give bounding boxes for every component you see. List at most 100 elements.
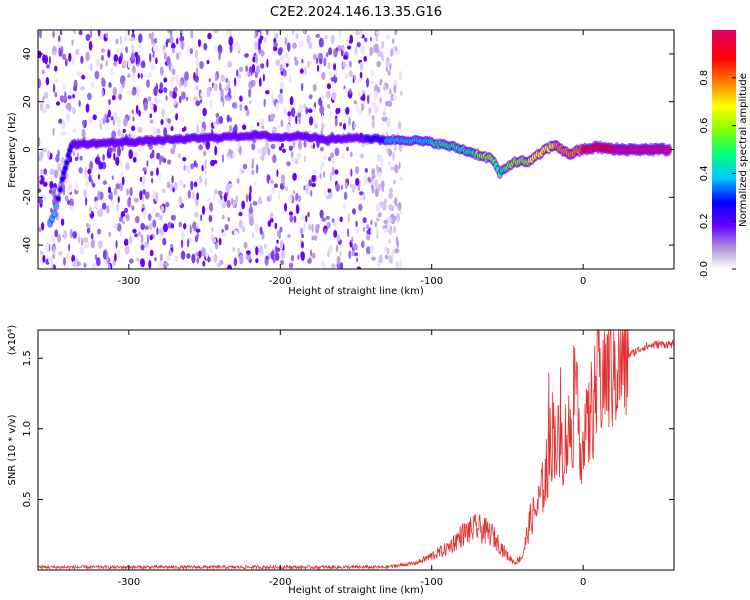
y-tick-label: -20 xyxy=(22,189,33,205)
noise-speckle xyxy=(193,181,198,188)
noise-speckle xyxy=(207,256,211,263)
noise-speckle xyxy=(318,63,321,73)
noise-speckle xyxy=(61,120,66,130)
noise-speckle xyxy=(385,34,391,40)
noise-speckle xyxy=(122,128,126,133)
noise-speckle xyxy=(96,58,101,68)
noise-speckle xyxy=(180,40,185,50)
noise-speckle xyxy=(222,97,225,107)
noise-speckle xyxy=(270,218,274,223)
noise-speckle xyxy=(106,205,110,214)
noise-speckle xyxy=(226,199,231,208)
noise-speckle xyxy=(76,71,81,76)
noise-speckle xyxy=(115,183,121,190)
noise-speckle xyxy=(355,227,360,235)
noise-speckle xyxy=(52,30,55,38)
snr-axes: -300 -200 -100 0 0.5 1.0 1.5 xyxy=(22,330,674,588)
noise-speckle xyxy=(161,188,166,193)
noise-speckle xyxy=(131,205,135,211)
noise-speckle xyxy=(81,120,85,126)
noise-speckle xyxy=(110,68,114,75)
noise-speckle xyxy=(180,115,185,124)
noise-speckle xyxy=(151,177,154,184)
noise-speckle xyxy=(211,237,217,244)
y-tick-label: -40 xyxy=(22,237,33,253)
noise-speckle xyxy=(363,55,368,62)
noise-speckle xyxy=(393,225,397,234)
noise-speckle xyxy=(326,221,331,229)
noise-speckle xyxy=(116,202,119,212)
noise-speckle xyxy=(39,150,44,160)
noise-speckle xyxy=(309,116,314,126)
snr-xlabel: Height of straight line (km) xyxy=(288,585,424,596)
noise-speckle xyxy=(279,81,285,89)
noise-speckle xyxy=(391,249,395,258)
noise-speckle xyxy=(356,257,359,263)
noise-speckle xyxy=(92,114,97,121)
noise-speckle xyxy=(217,190,223,195)
noise-speckle xyxy=(138,43,142,49)
y-tick-label: 0 xyxy=(22,146,33,152)
spectrogram-ylabel: Frequency (Hz) xyxy=(7,112,18,188)
noise-speckle xyxy=(324,228,327,235)
noise-speckle xyxy=(170,30,173,37)
noise-speckle xyxy=(67,95,72,100)
noise-speckle xyxy=(41,69,45,75)
noise-speckle xyxy=(363,191,366,201)
noise-speckle xyxy=(380,159,384,168)
noise-speckle xyxy=(311,252,316,259)
noise-speckle xyxy=(52,254,56,259)
noise-speckle xyxy=(397,121,402,130)
noise-speckle xyxy=(80,86,85,91)
noise-speckle xyxy=(394,30,398,36)
noise-speckle xyxy=(170,223,175,229)
noise-speckle xyxy=(215,112,220,118)
noise-speckle xyxy=(171,175,174,184)
noise-speckle xyxy=(350,37,353,43)
noise-speckle xyxy=(173,99,177,106)
noise-speckle xyxy=(159,156,162,166)
noise-speckle xyxy=(355,220,358,228)
noise-speckle xyxy=(287,111,292,117)
noise-speckle xyxy=(280,259,285,265)
noise-speckle xyxy=(297,153,302,160)
noise-speckle xyxy=(259,226,263,235)
noise-speckle xyxy=(113,54,119,63)
noise-speckle xyxy=(354,46,358,55)
noise-speckle xyxy=(62,84,65,90)
noise-speckle xyxy=(54,78,59,84)
noise-speckle xyxy=(347,45,352,50)
noise-speckle xyxy=(38,227,42,233)
noise-speckle xyxy=(206,59,210,65)
noise-speckle xyxy=(199,61,204,69)
noise-speckle xyxy=(140,233,144,244)
noise-speckle xyxy=(233,41,239,50)
noise-speckle xyxy=(251,169,255,176)
noise-speckle xyxy=(381,224,385,230)
noise-speckle xyxy=(249,202,252,213)
noise-speckle xyxy=(177,152,181,159)
noise-speckle xyxy=(180,80,183,87)
colorbar-tick-label: 0.4 xyxy=(699,165,710,181)
noise-speckle xyxy=(369,47,373,56)
noise-speckle xyxy=(399,259,403,269)
noise-speckle xyxy=(307,60,310,69)
noise-speckle xyxy=(40,81,44,87)
noise-speckle xyxy=(102,250,106,260)
noise-speckle xyxy=(321,122,325,132)
noise-speckle xyxy=(265,143,269,150)
noise-speckle xyxy=(229,30,233,38)
noise-speckle xyxy=(180,250,186,260)
noise-speckle xyxy=(379,78,382,86)
noise-speckle xyxy=(278,146,283,151)
noise-speckle xyxy=(68,243,71,252)
noise-speckle xyxy=(124,238,129,247)
noise-speckle xyxy=(73,85,78,92)
noise-speckle xyxy=(274,183,278,188)
noise-speckle xyxy=(338,30,342,37)
noise-speckle xyxy=(329,171,333,182)
noise-speckle xyxy=(118,93,123,101)
noise-speckle xyxy=(364,167,368,173)
noise-speckle xyxy=(213,193,216,202)
noise-speckle xyxy=(94,254,98,260)
